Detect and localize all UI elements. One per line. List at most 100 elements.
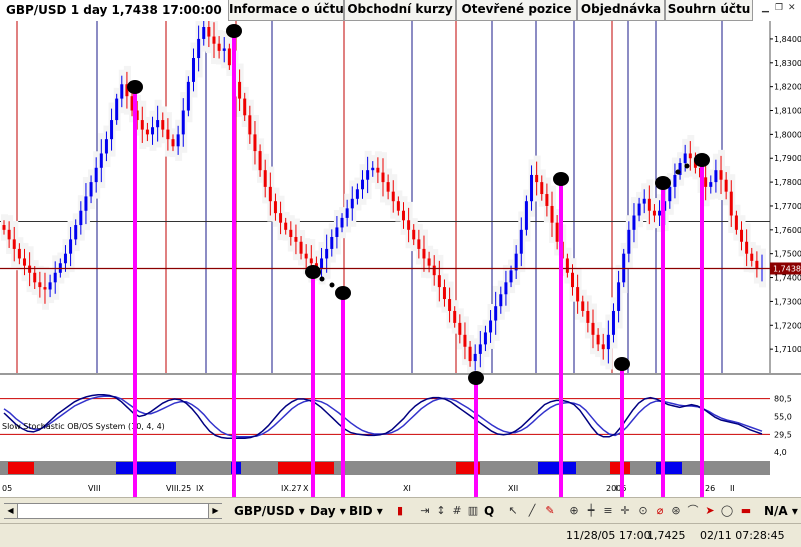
oscillator-panel[interactable]: 80,5 55,0 29,5 4,0 Slow Stochastic OB/OS Sys… xyxy=(0,373,801,461)
candle-body xyxy=(48,282,52,290)
candle-body xyxy=(309,258,313,264)
candle-body xyxy=(627,229,631,254)
oscillator-level-label: 29,5 xyxy=(774,430,792,439)
candle-body xyxy=(222,48,226,51)
tab-account-summary[interactable]: Souhrn účtu xyxy=(665,0,753,21)
period-select[interactable]: Day ▾ xyxy=(310,504,346,518)
signal-block xyxy=(116,462,176,474)
candle-body xyxy=(442,287,446,300)
scale-icon[interactable]: ↕ xyxy=(436,504,446,517)
crosshair-icon[interactable]: ✛ xyxy=(620,504,630,517)
price-axis-label: 1,7600 xyxy=(774,226,801,235)
zoom-select[interactable]: N/A ▾ xyxy=(764,504,798,518)
candle-body xyxy=(448,299,452,311)
annotation-dot xyxy=(684,163,690,169)
oscillator-title: Slow Stochastic OB/OS System (10, 4, 4) xyxy=(2,422,165,431)
candle-body xyxy=(729,191,733,216)
candle-body xyxy=(755,260,759,269)
arc-icon[interactable]: ⌒ xyxy=(687,504,699,517)
scroll-to-end-icon[interactable]: ⇥ xyxy=(420,504,430,517)
chart-scrollbar[interactable]: ◀ ▶ xyxy=(4,503,222,519)
candle-body xyxy=(463,334,467,347)
bar-style-icon[interactable]: ▮ xyxy=(396,504,404,517)
candle-body xyxy=(22,258,26,266)
candle-body xyxy=(197,38,201,59)
grid-icon[interactable]: # xyxy=(452,504,462,517)
arrow-icon[interactable]: ➤ xyxy=(705,504,715,517)
eraser-icon[interactable]: ▬ xyxy=(740,504,752,517)
quote-button[interactable]: Q xyxy=(484,504,495,518)
candle-body xyxy=(371,167,375,171)
tab-bar: GBP/USD 1 day 1,7438 17:00:00 Informace … xyxy=(0,0,801,21)
channel-icon[interactable]: ⌀ xyxy=(656,504,664,517)
minimize-icon[interactable]: ▁ xyxy=(762,3,769,13)
date-axis-label: XI xyxy=(403,484,411,493)
line-tool-icon[interactable]: ╱ xyxy=(528,504,536,517)
date-axis-label: VIII xyxy=(88,484,101,493)
gann-icon[interactable]: ⊛ xyxy=(671,504,681,517)
price-axis-label: 1,7500 xyxy=(774,250,801,259)
price-axis-label: 1,7200 xyxy=(774,321,801,330)
price-panel[interactable]: 1,8400 1,8300 1,8200 1,8100 1,8000 1,7900 1,78… xyxy=(0,21,801,497)
signal-block xyxy=(656,462,682,474)
candle-body xyxy=(678,163,682,175)
candle-body xyxy=(335,227,339,237)
candle-body xyxy=(740,229,744,242)
candle-body xyxy=(243,98,247,116)
fibonacci-icon[interactable]: ≡ xyxy=(603,504,613,517)
candle-body xyxy=(140,120,144,130)
candle-body xyxy=(381,172,385,183)
cursor-icon[interactable]: ↖ xyxy=(508,504,518,517)
candle-body xyxy=(212,36,216,44)
oscillator-level-label: 55,0 xyxy=(774,413,792,422)
scroll-right-icon[interactable]: ▶ xyxy=(208,504,222,518)
candle-body xyxy=(719,170,723,180)
symbol-select[interactable]: GBP/USD ▾ xyxy=(234,504,305,518)
candle-body xyxy=(658,210,662,216)
candle-body xyxy=(253,134,257,152)
cursor-date: 11/28/05 17:00 xyxy=(566,529,651,542)
candle-body xyxy=(540,182,544,195)
candle-body xyxy=(545,194,549,206)
price-axis-label: 1,8300 xyxy=(774,59,801,68)
close-icon[interactable]: ✕ xyxy=(788,3,796,13)
date-axis-label: IX xyxy=(196,484,204,493)
chart-area[interactable]: 1,8400 1,8300 1,8200 1,8100 1,8000 1,7900 1,78… xyxy=(0,21,801,497)
candle-body xyxy=(458,322,462,335)
tab-trading-rates[interactable]: Obchodní kurzy xyxy=(344,0,456,21)
candle-body xyxy=(38,282,42,288)
candle-body xyxy=(586,310,590,323)
text-tool-icon[interactable]: ⊙ xyxy=(638,504,648,517)
candle-body xyxy=(745,241,749,254)
candle-body xyxy=(432,265,436,276)
tab-order[interactable]: Objednávka xyxy=(577,0,665,21)
price-type-select[interactable]: BID ▾ xyxy=(349,504,383,518)
status-clock: 02/11 07:28:45 xyxy=(700,529,785,542)
candle-body xyxy=(12,239,16,249)
pencil-icon[interactable]: ✎ xyxy=(545,504,555,517)
tab-open-positions[interactable]: Otevřené pozice xyxy=(456,0,577,21)
horizontal-line-icon[interactable]: ┿ xyxy=(587,504,595,517)
candle-body xyxy=(125,84,129,97)
candle-body xyxy=(571,272,574,288)
restore-icon[interactable]: ❐ xyxy=(775,3,784,13)
candle-body xyxy=(94,167,98,183)
candle-body xyxy=(391,191,395,202)
candle-body xyxy=(417,239,421,249)
candle-body xyxy=(248,115,252,135)
tab-account-info[interactable]: Informace o účtu xyxy=(228,0,344,21)
signal-block xyxy=(538,462,576,474)
candle-body xyxy=(120,84,124,99)
ellipse-icon[interactable]: ◯ xyxy=(720,504,734,517)
volume-icon[interactable]: ▥ xyxy=(467,504,479,517)
scroll-left-icon[interactable]: ◀ xyxy=(4,504,18,518)
candle-body xyxy=(519,229,523,254)
candle-body xyxy=(535,174,539,183)
candle-body xyxy=(161,120,165,130)
candle-body xyxy=(606,334,610,350)
candle-body xyxy=(453,310,457,323)
candle-body xyxy=(279,213,283,223)
zoom-icon[interactable]: ⊕ xyxy=(569,504,579,517)
